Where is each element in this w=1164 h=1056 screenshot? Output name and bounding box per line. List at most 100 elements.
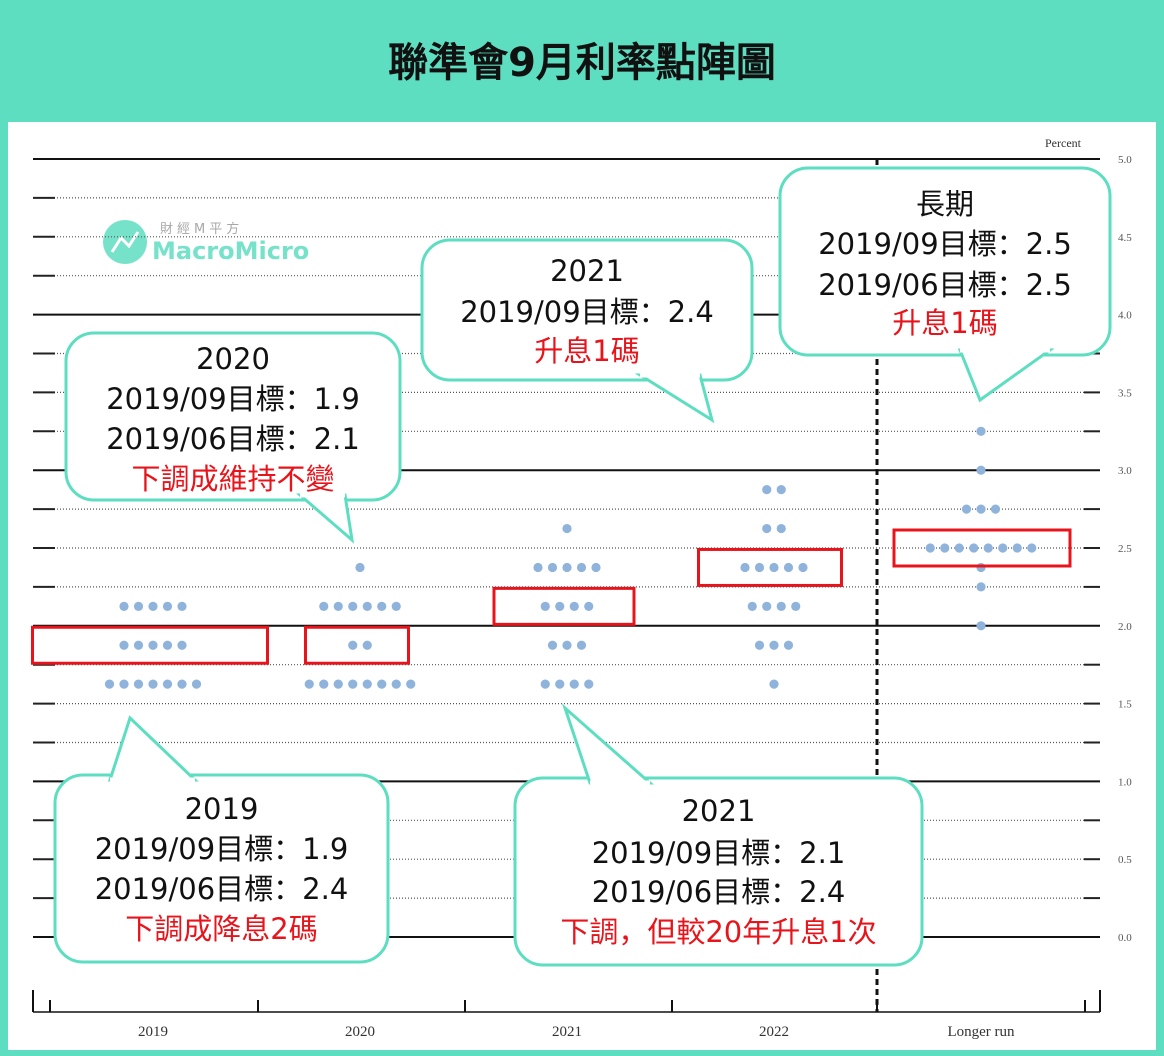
callout-note: 下調成降息2碼: [125, 912, 317, 946]
callout-note: 下調，但較20年升息1次: [560, 915, 876, 949]
dot-group: [562, 523, 572, 534]
dot: [925, 543, 935, 553]
dot-group: [533, 562, 601, 573]
callout: 2019 2019/09目標：1.9 2019/06目標：2.4 下調成降息2碼: [53, 715, 390, 964]
callout-line: 2019/09目標：2.4: [460, 295, 714, 329]
watermark: 財經M平方 MacroMicro: [103, 220, 309, 265]
x-tick-label: 2021: [552, 1024, 582, 1040]
callout-line: 2019/06目標：2.5: [818, 268, 1072, 302]
dot: [776, 523, 786, 534]
dot: [177, 679, 187, 689]
dot: [547, 640, 558, 650]
dot: [976, 465, 986, 475]
dot: [798, 562, 808, 573]
dot: [562, 562, 572, 573]
dot: [391, 679, 401, 689]
callout-note: 下調成維持不變: [131, 462, 334, 496]
dot: [547, 562, 558, 573]
median-highlight: [697, 547, 843, 587]
dot-group: [762, 523, 786, 534]
callout-line: 2019/06目標：2.1: [106, 422, 360, 456]
dot-group: [925, 543, 1037, 553]
dot: [754, 562, 765, 573]
dot-group: [976, 582, 986, 592]
callout-line: 2019/06目標：2.4: [592, 875, 846, 909]
callout-line: 2021: [682, 794, 756, 828]
dot: [133, 679, 144, 689]
y-tick-label: 1.0: [1118, 776, 1132, 788]
y-tick-label: 1.5: [1118, 699, 1132, 711]
dot-group: [976, 426, 986, 436]
dot: [348, 601, 358, 611]
dot: [762, 601, 772, 611]
dot: [754, 640, 765, 650]
dot: [148, 601, 158, 611]
callout-note: 升息1碼: [534, 334, 639, 368]
callout-line: 2019/09目標：2.5: [818, 227, 1072, 261]
dot: [119, 679, 129, 689]
dot: [148, 679, 158, 689]
dot: [569, 601, 579, 611]
dot: [133, 601, 144, 611]
dot: [762, 523, 772, 534]
dot: [762, 485, 772, 495]
callout-line: 2019: [185, 792, 259, 826]
callout-box: [53, 773, 390, 964]
callout-line: 2019/09目標：1.9: [95, 832, 349, 866]
callout: 2020 2019/09目標：1.9 2019/06目標：2.1 下調成維持不變: [64, 331, 402, 544]
dot: [540, 679, 550, 689]
dot-group: [754, 640, 794, 650]
dot: [562, 640, 572, 650]
dot: [333, 679, 343, 689]
dot: [355, 562, 365, 573]
dot: [562, 523, 572, 534]
dot: [348, 679, 358, 689]
dot: [576, 640, 587, 650]
dot-group: [547, 640, 587, 650]
callout-box: [778, 166, 1112, 357]
dot-group: [104, 679, 202, 689]
dot: [162, 640, 173, 650]
median-highlight: [892, 528, 1072, 568]
dot-group: [304, 679, 416, 689]
dot: [362, 679, 372, 689]
dot-group: [119, 640, 187, 650]
dot: [998, 543, 1008, 553]
y-tick-label: 5.0: [1118, 154, 1132, 166]
y-tick-label: 3.0: [1118, 465, 1132, 477]
dot-group: [740, 562, 808, 573]
dot-group: [976, 621, 986, 631]
dot-group: [540, 601, 594, 611]
y-axis-label: Percent: [1045, 136, 1082, 150]
callout: 2021 2019/09目標：2.1 2019/06目標：2.4 下調，但較20年升息…: [513, 703, 924, 967]
dot: [406, 679, 416, 689]
page-title: 聯準會9月利率點陣圖: [388, 40, 776, 86]
dot: [119, 601, 129, 611]
dot: [362, 601, 372, 611]
dot: [555, 679, 565, 689]
callout-note: 升息1碼: [892, 306, 997, 340]
dot: [983, 543, 993, 553]
dot: [976, 582, 986, 592]
dot: [119, 640, 129, 650]
dot: [990, 504, 1001, 514]
y-tick-label: 4.0: [1118, 310, 1132, 322]
watermark-cn: 財經M平方: [160, 221, 243, 237]
y-tick-label: 4.5: [1118, 232, 1132, 244]
dot: [1027, 543, 1037, 553]
x-tick-label: 2022: [759, 1024, 789, 1040]
callout-line: 2019/06目標：2.4: [95, 872, 349, 906]
dot: [555, 601, 565, 611]
callout-line: 2020: [196, 342, 270, 376]
callout-box: [64, 331, 402, 502]
dot: [162, 601, 173, 611]
dot-group: [319, 601, 401, 611]
dot: [776, 601, 786, 611]
x-tick-label: Longer run: [947, 1024, 1015, 1040]
x-tick-label: 2019: [138, 1024, 168, 1040]
callout-line: 2019/09目標：1.9: [106, 382, 360, 416]
callout-line: 長期: [916, 187, 974, 221]
x-tick-label: 2020: [345, 1024, 375, 1040]
dot: [783, 562, 794, 573]
dot: [177, 640, 187, 650]
